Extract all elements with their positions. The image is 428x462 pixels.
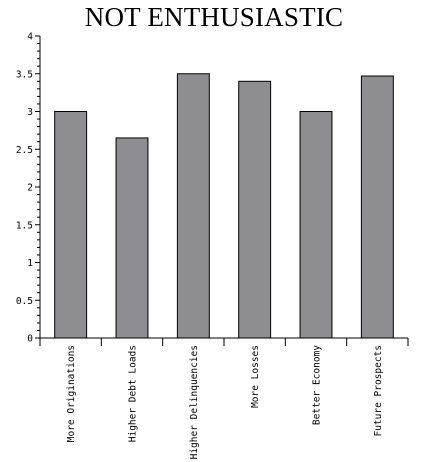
bar	[238, 80, 272, 339]
bar	[115, 137, 149, 339]
bar	[360, 75, 394, 339]
y-tick-label: 2	[27, 183, 33, 194]
category-label: Higher Debt Loads	[128, 345, 139, 442]
bars	[54, 73, 394, 339]
category-label: Future Prospects	[373, 345, 384, 437]
category-label: Better Economy	[312, 345, 323, 425]
category-label: More Originations	[66, 345, 77, 442]
chart-title: NOT ENTHUSIASTIC	[84, 2, 344, 32]
y-tick-label: 3	[27, 107, 33, 118]
y-axis: 0 0.5 1 1.5 2 2.5 3 3.5 4	[16, 32, 41, 345]
y-tick-label: 4	[27, 32, 33, 43]
y-tick-label: 1	[27, 258, 33, 269]
y-tick-label: 3.5	[16, 69, 33, 80]
bar	[54, 111, 88, 339]
y-tick-label: 1.5	[16, 220, 33, 231]
y-tick-label: 2.5	[16, 145, 33, 156]
category-label: More Losses	[250, 345, 261, 408]
category-label: Higher Delinquencies	[189, 345, 200, 459]
x-axis: More Originations Higher Debt Loads Higher…	[39, 337, 409, 459]
y-tick-label: 0	[27, 334, 33, 345]
bar	[176, 73, 210, 339]
bar	[299, 111, 333, 339]
y-tick-label: 0.5	[16, 296, 33, 307]
